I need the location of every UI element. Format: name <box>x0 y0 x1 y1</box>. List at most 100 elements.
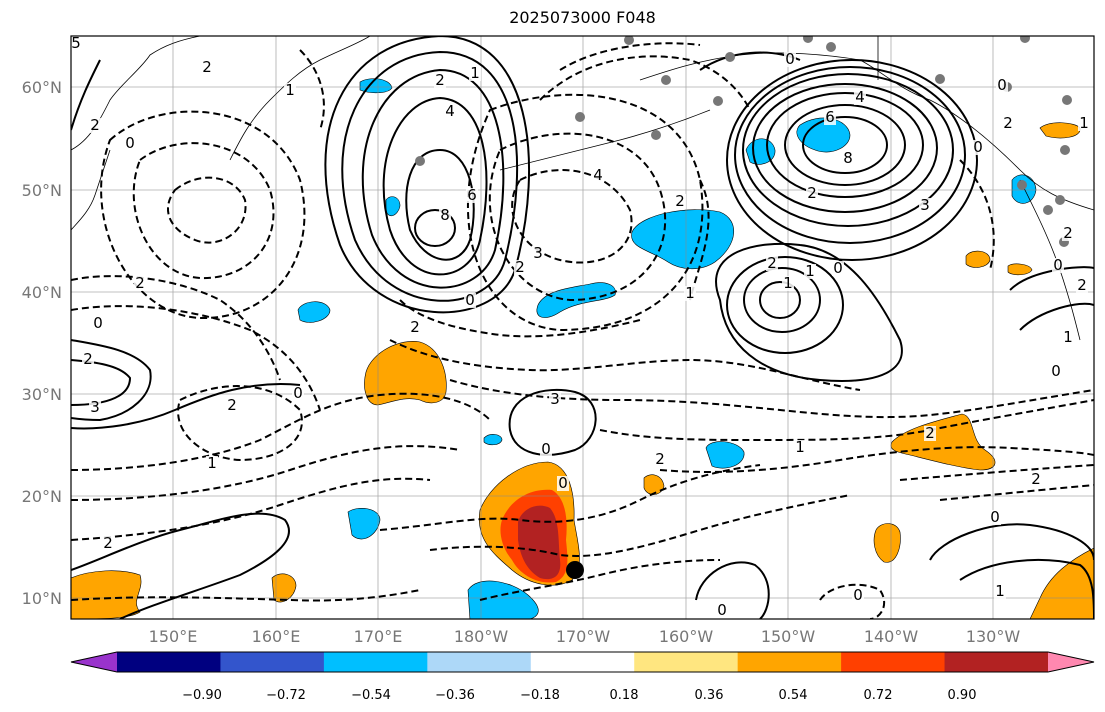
contour-label: 2 <box>1063 224 1073 242</box>
contour-label: 6 <box>467 186 477 204</box>
coastline-aleutians <box>499 109 711 171</box>
lon-label: 160°E <box>252 627 301 646</box>
contour-label: 1 <box>470 64 480 82</box>
contour-line <box>100 110 306 320</box>
orange-patch <box>1029 547 1094 619</box>
contour-line <box>559 42 701 71</box>
contour-label-bg <box>996 78 1008 93</box>
colorbar-tick-label: 0.18 <box>610 688 639 703</box>
contour-line <box>819 583 886 619</box>
orange-patch <box>643 474 665 495</box>
contour-label: 2 <box>807 184 817 202</box>
contour-line <box>766 92 924 198</box>
contour-line <box>379 464 761 531</box>
contour-label: 0 <box>990 508 1000 526</box>
contour-label: 0 <box>125 134 135 152</box>
contour-line <box>695 561 770 619</box>
station-dot <box>1055 195 1065 205</box>
lat-label: 30°N <box>22 385 62 404</box>
contour-label: 1 <box>805 262 815 280</box>
contour-line <box>508 388 597 456</box>
contour-label-bg <box>1050 364 1062 379</box>
contour-label: 1 <box>207 454 217 472</box>
orange-patch <box>71 570 142 619</box>
contour-line <box>743 267 821 333</box>
colorbar-bin <box>634 652 739 672</box>
blue-patch <box>467 580 539 619</box>
contour-label-bg <box>89 118 101 133</box>
colorbar-tick-label: 0.54 <box>779 688 808 703</box>
contour-line <box>166 176 247 244</box>
contour-label: 0 <box>541 440 551 458</box>
contour-label-bg <box>82 352 94 367</box>
contour-line <box>71 305 321 411</box>
contour-label-bg <box>540 442 552 457</box>
contour-label-bg <box>102 536 114 551</box>
contour-label-bg <box>919 198 931 213</box>
contour-label-bg <box>444 104 456 119</box>
lon-label: 170°W <box>556 627 611 646</box>
contour-label-bg <box>832 261 844 276</box>
contour-label-bg <box>557 476 569 491</box>
contour-label-bg <box>514 260 526 275</box>
contour-label-bg <box>134 276 146 291</box>
contour-line <box>899 464 1094 481</box>
contour-label-bg <box>994 584 1006 599</box>
contour-label-bg <box>466 188 478 203</box>
contour-label-bg <box>409 320 421 335</box>
contour-label-bg <box>654 452 666 467</box>
colorbar-bin <box>841 652 946 672</box>
colorbar-bin <box>737 652 842 672</box>
contour-label-bg <box>532 246 544 261</box>
contour-label-bg <box>1052 258 1064 273</box>
colorbar-extend-high <box>1048 652 1094 672</box>
orange-patch <box>873 523 901 563</box>
lat-axis: 60°N 50°N 40°N 30°N 20°N 10°N <box>22 78 62 608</box>
contour-line <box>726 256 844 354</box>
colorbar-bin <box>220 652 325 672</box>
orange-patch <box>890 413 996 471</box>
lon-label: 150°E <box>149 627 198 646</box>
contour-label: 0 <box>833 259 843 277</box>
colorbar-tick-label: −0.54 <box>351 688 391 703</box>
contour-label: 1 <box>685 284 695 302</box>
contour-line <box>959 559 1094 619</box>
contour-line <box>715 242 903 382</box>
contour-line <box>177 385 303 462</box>
contour-label: 1 <box>995 582 1005 600</box>
contour-label-bg <box>766 256 778 271</box>
orange-patch <box>1039 122 1081 139</box>
contour-label-bg <box>89 400 101 415</box>
contour-label: 2 <box>135 274 145 292</box>
contour-line <box>71 589 421 602</box>
station-dot <box>713 96 723 106</box>
contour-label: 1 <box>285 81 295 99</box>
station-dot <box>1062 95 1072 105</box>
colorbar-tick-label: 0.90 <box>948 688 977 703</box>
contour-label: 6 <box>825 108 835 126</box>
contour-label-bg <box>1062 330 1074 345</box>
colorbar-extend-low <box>71 652 117 672</box>
lat-label: 20°N <box>22 487 62 506</box>
contour-label-bg <box>201 60 213 75</box>
coastline-kamchatka <box>229 36 371 161</box>
contour-label: 1 <box>1079 114 1089 132</box>
contour-label: 0 <box>293 384 303 402</box>
contour-label: 0 <box>465 291 475 309</box>
contour-label: 2 <box>227 396 237 414</box>
contour-label: 2 <box>435 71 445 89</box>
contour-label: 2 <box>675 192 685 210</box>
contour-label-bg <box>806 186 818 201</box>
contour-label-bg <box>592 168 604 183</box>
contour-label-bg <box>439 208 451 223</box>
colorbar-bin <box>427 652 532 672</box>
contour-label-bg <box>292 386 304 401</box>
contour-label: 2 <box>90 116 100 134</box>
orange-patch <box>1007 263 1033 276</box>
station-dot <box>935 74 945 84</box>
orange-patch <box>271 573 297 603</box>
contour-label: 3 <box>90 398 100 416</box>
blue-patch <box>385 196 401 217</box>
lon-label: 150°W <box>761 627 816 646</box>
